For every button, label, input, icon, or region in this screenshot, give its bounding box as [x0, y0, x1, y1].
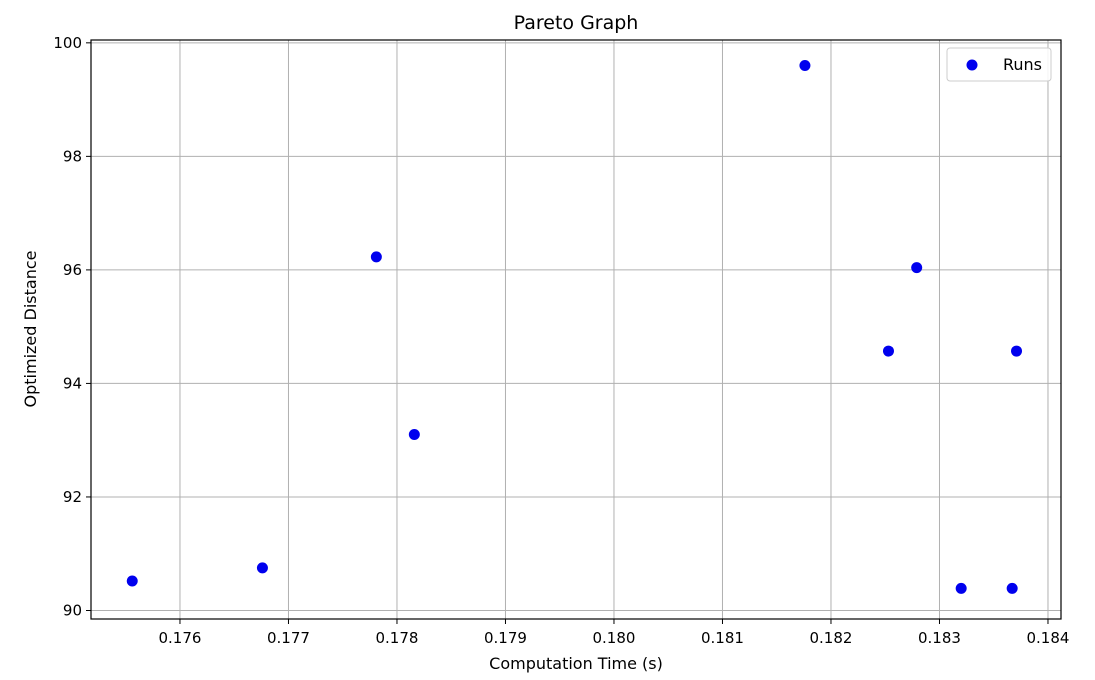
data-point [1011, 345, 1023, 357]
data-point [955, 582, 967, 594]
y-tick-label: 90 [63, 601, 82, 619]
data-points [126, 60, 1023, 594]
data-point [408, 429, 420, 441]
x-tick-label: 0.184 [1027, 629, 1070, 647]
data-point [1006, 582, 1018, 594]
x-tick-label: 0.182 [810, 629, 853, 647]
y-tick-label: 94 [63, 374, 82, 392]
y-tick-label: 96 [63, 261, 82, 279]
data-point [882, 345, 894, 357]
x-axis-label: Computation Time (s) [489, 654, 663, 673]
data-point [911, 262, 923, 274]
y-axis-label: Optimized Distance [21, 251, 40, 408]
data-point [256, 562, 268, 574]
data-point [370, 251, 382, 263]
legend-marker [966, 59, 978, 71]
x-axis-ticks: 0.176 0.177 0.178 0.179 0.180 0.181 0.182 0.183… [158, 619, 1069, 647]
x-tick-label: 0.180 [592, 629, 635, 647]
legend-label: Runs [1003, 55, 1042, 74]
x-tick-label: 0.179 [484, 629, 527, 647]
x-tick-label: 0.176 [158, 629, 201, 647]
chart-title: Pareto Graph [514, 12, 639, 34]
plot-frame [90, 39, 1062, 620]
y-tick-label: 98 [63, 147, 82, 165]
y-axis-ticks: 90 92 94 96 98 100 [53, 34, 91, 619]
y-tick-label: 100 [53, 34, 82, 52]
x-tick-label: 0.177 [267, 629, 310, 647]
x-tick-label: 0.181 [701, 629, 744, 647]
y-tick-label: 92 [63, 488, 82, 506]
grid-lines [91, 40, 1061, 619]
x-tick-label: 0.178 [375, 629, 418, 647]
legend-box [946, 47, 1052, 82]
data-point [799, 60, 811, 72]
x-tick-label: 0.183 [918, 629, 961, 647]
data-point [126, 575, 138, 587]
legend: Runs [946, 47, 1052, 82]
